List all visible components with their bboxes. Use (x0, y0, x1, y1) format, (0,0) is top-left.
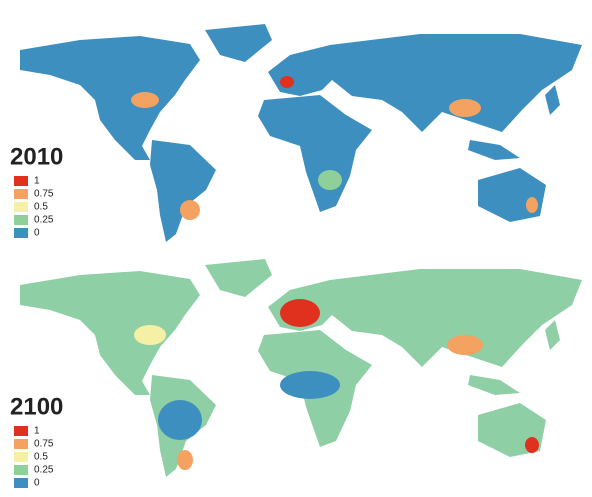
hotspot (280, 371, 340, 399)
legend-label: 0.25 (34, 215, 54, 226)
hotspot (177, 450, 193, 470)
map-2100: 2100 1 0.75 0.5 0.25 0 (10, 259, 582, 489)
legend-label: 0.75 (34, 439, 54, 450)
year-label: 2010 (10, 143, 63, 170)
legend-swatch (14, 478, 28, 488)
legend-swatch (14, 202, 28, 212)
legend-label: 0.25 (34, 465, 54, 476)
hotspot (449, 99, 481, 117)
hotspot (131, 92, 159, 108)
hotspot (318, 170, 342, 190)
hotspot (280, 299, 320, 327)
legend-label: 0.5 (34, 452, 48, 463)
legend-swatch (14, 465, 28, 475)
legend-label: 0 (34, 478, 40, 489)
hotspot (525, 437, 539, 453)
legend-label: 0.5 (34, 202, 48, 213)
hotspot (158, 400, 202, 440)
hotspot (180, 200, 200, 220)
map-2010: 2010 1 0.75 0.5 0.25 0 (10, 24, 582, 242)
legend-swatch (14, 176, 28, 186)
year-label: 2100 (10, 393, 63, 420)
legend-swatch (14, 215, 28, 225)
legend-swatch (14, 189, 28, 199)
legend-swatch (14, 228, 28, 238)
landmass (20, 259, 582, 477)
legend-label: 1 (34, 176, 40, 187)
legend-label: 0.75 (34, 189, 54, 200)
legend-label: 0 (34, 228, 40, 239)
legend-label: 1 (34, 426, 40, 437)
legend-swatch (14, 439, 28, 449)
hotspot (280, 76, 294, 88)
legend-swatch (14, 426, 28, 436)
hotspot (526, 197, 538, 213)
landmass (20, 24, 582, 242)
hotspot (134, 325, 166, 345)
hotspot (447, 335, 483, 355)
legend-swatch (14, 452, 28, 462)
